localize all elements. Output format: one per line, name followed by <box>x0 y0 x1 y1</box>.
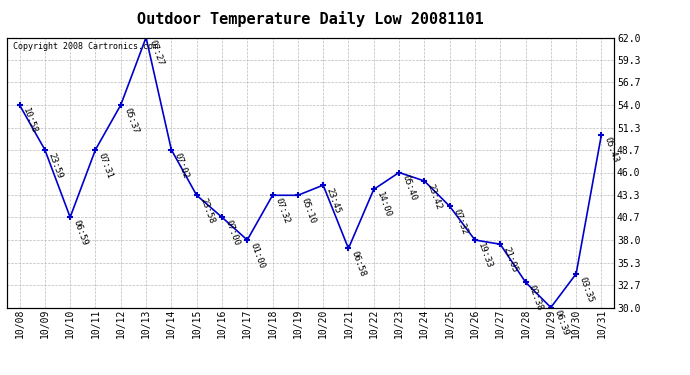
Text: 05:10: 05:10 <box>299 196 317 225</box>
Text: Outdoor Temperature Daily Low 20081101: Outdoor Temperature Daily Low 20081101 <box>137 11 484 27</box>
Text: 07:31: 07:31 <box>97 151 115 180</box>
Text: 14:00: 14:00 <box>375 191 393 219</box>
Text: 07:32: 07:32 <box>451 208 469 236</box>
Text: 23:59: 23:59 <box>46 151 64 180</box>
Text: 07:00: 07:00 <box>224 219 241 247</box>
Text: Copyright 2008 Cartronics.com: Copyright 2008 Cartronics.com <box>13 42 158 51</box>
Text: 07:32: 07:32 <box>274 196 292 225</box>
Text: 05:37: 05:37 <box>122 106 140 135</box>
Text: 02:38: 02:38 <box>527 284 544 312</box>
Text: 10:58: 10:58 <box>21 106 39 135</box>
Text: 05:40: 05:40 <box>400 174 418 202</box>
Text: 23:45: 23:45 <box>324 186 342 215</box>
Text: 19:33: 19:33 <box>476 242 494 270</box>
Text: 05:43: 05:43 <box>603 136 620 164</box>
Text: 07:27: 07:27 <box>148 39 165 67</box>
Text: 23:58: 23:58 <box>198 196 216 225</box>
Text: 06:39: 06:39 <box>552 309 570 337</box>
Text: 07:02: 07:02 <box>172 151 190 180</box>
Text: 21:05: 21:05 <box>502 246 520 274</box>
Text: 06:59: 06:59 <box>72 219 89 247</box>
Text: 03:35: 03:35 <box>578 275 595 303</box>
Text: 23:42: 23:42 <box>426 182 444 211</box>
Text: 06:58: 06:58 <box>350 250 368 278</box>
Text: 01:00: 01:00 <box>248 242 266 270</box>
